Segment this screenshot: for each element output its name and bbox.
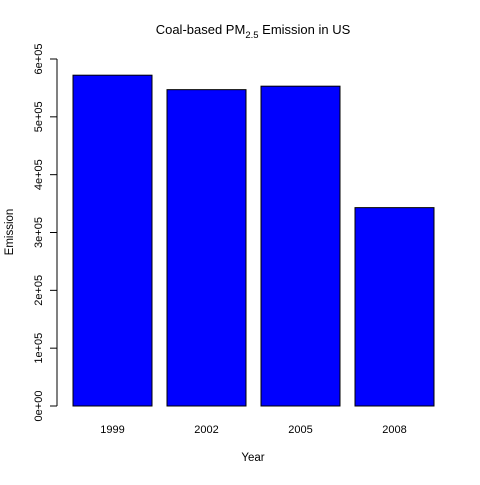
y-tick-label: 2e+05: [33, 275, 45, 306]
y-tick-label: 0e+00: [33, 391, 45, 422]
bars-group: [72, 74, 435, 407]
y-tick-label: 5e+05: [33, 101, 45, 132]
bar-2002: [166, 89, 247, 407]
y-tick-label: 3e+05: [33, 217, 45, 248]
chart-title-rest: Emission in US: [259, 22, 351, 37]
x-tick-label: 2008: [382, 424, 406, 436]
y-axis-title: Emission: [4, 209, 16, 256]
chart-title: Coal-based PM2.5 Emission in US: [156, 22, 351, 41]
x-tick-label: 1999: [100, 424, 124, 436]
x-axis-title: Year: [241, 452, 264, 464]
bar-2005: [260, 85, 341, 407]
bar-1999: [72, 74, 153, 407]
x-axis-labels: 1999 2002 2005 2008: [100, 424, 406, 436]
x-tick-label: 2005: [288, 424, 312, 436]
y-tick-label: 6e+05: [33, 44, 45, 75]
x-tick-label: 2002: [194, 424, 218, 436]
bar-2008: [354, 207, 435, 407]
chart-title-subscript: 2.5: [245, 30, 258, 41]
y-tick-label: 1e+05: [33, 333, 45, 364]
chart-title-main: Coal-based PM: [156, 22, 246, 37]
y-tick-label: 4e+05: [33, 159, 45, 190]
y-axis: 0e+00 1e+05 2e+05 3e+05 4e+05 5e+05 6e+05: [33, 44, 58, 422]
